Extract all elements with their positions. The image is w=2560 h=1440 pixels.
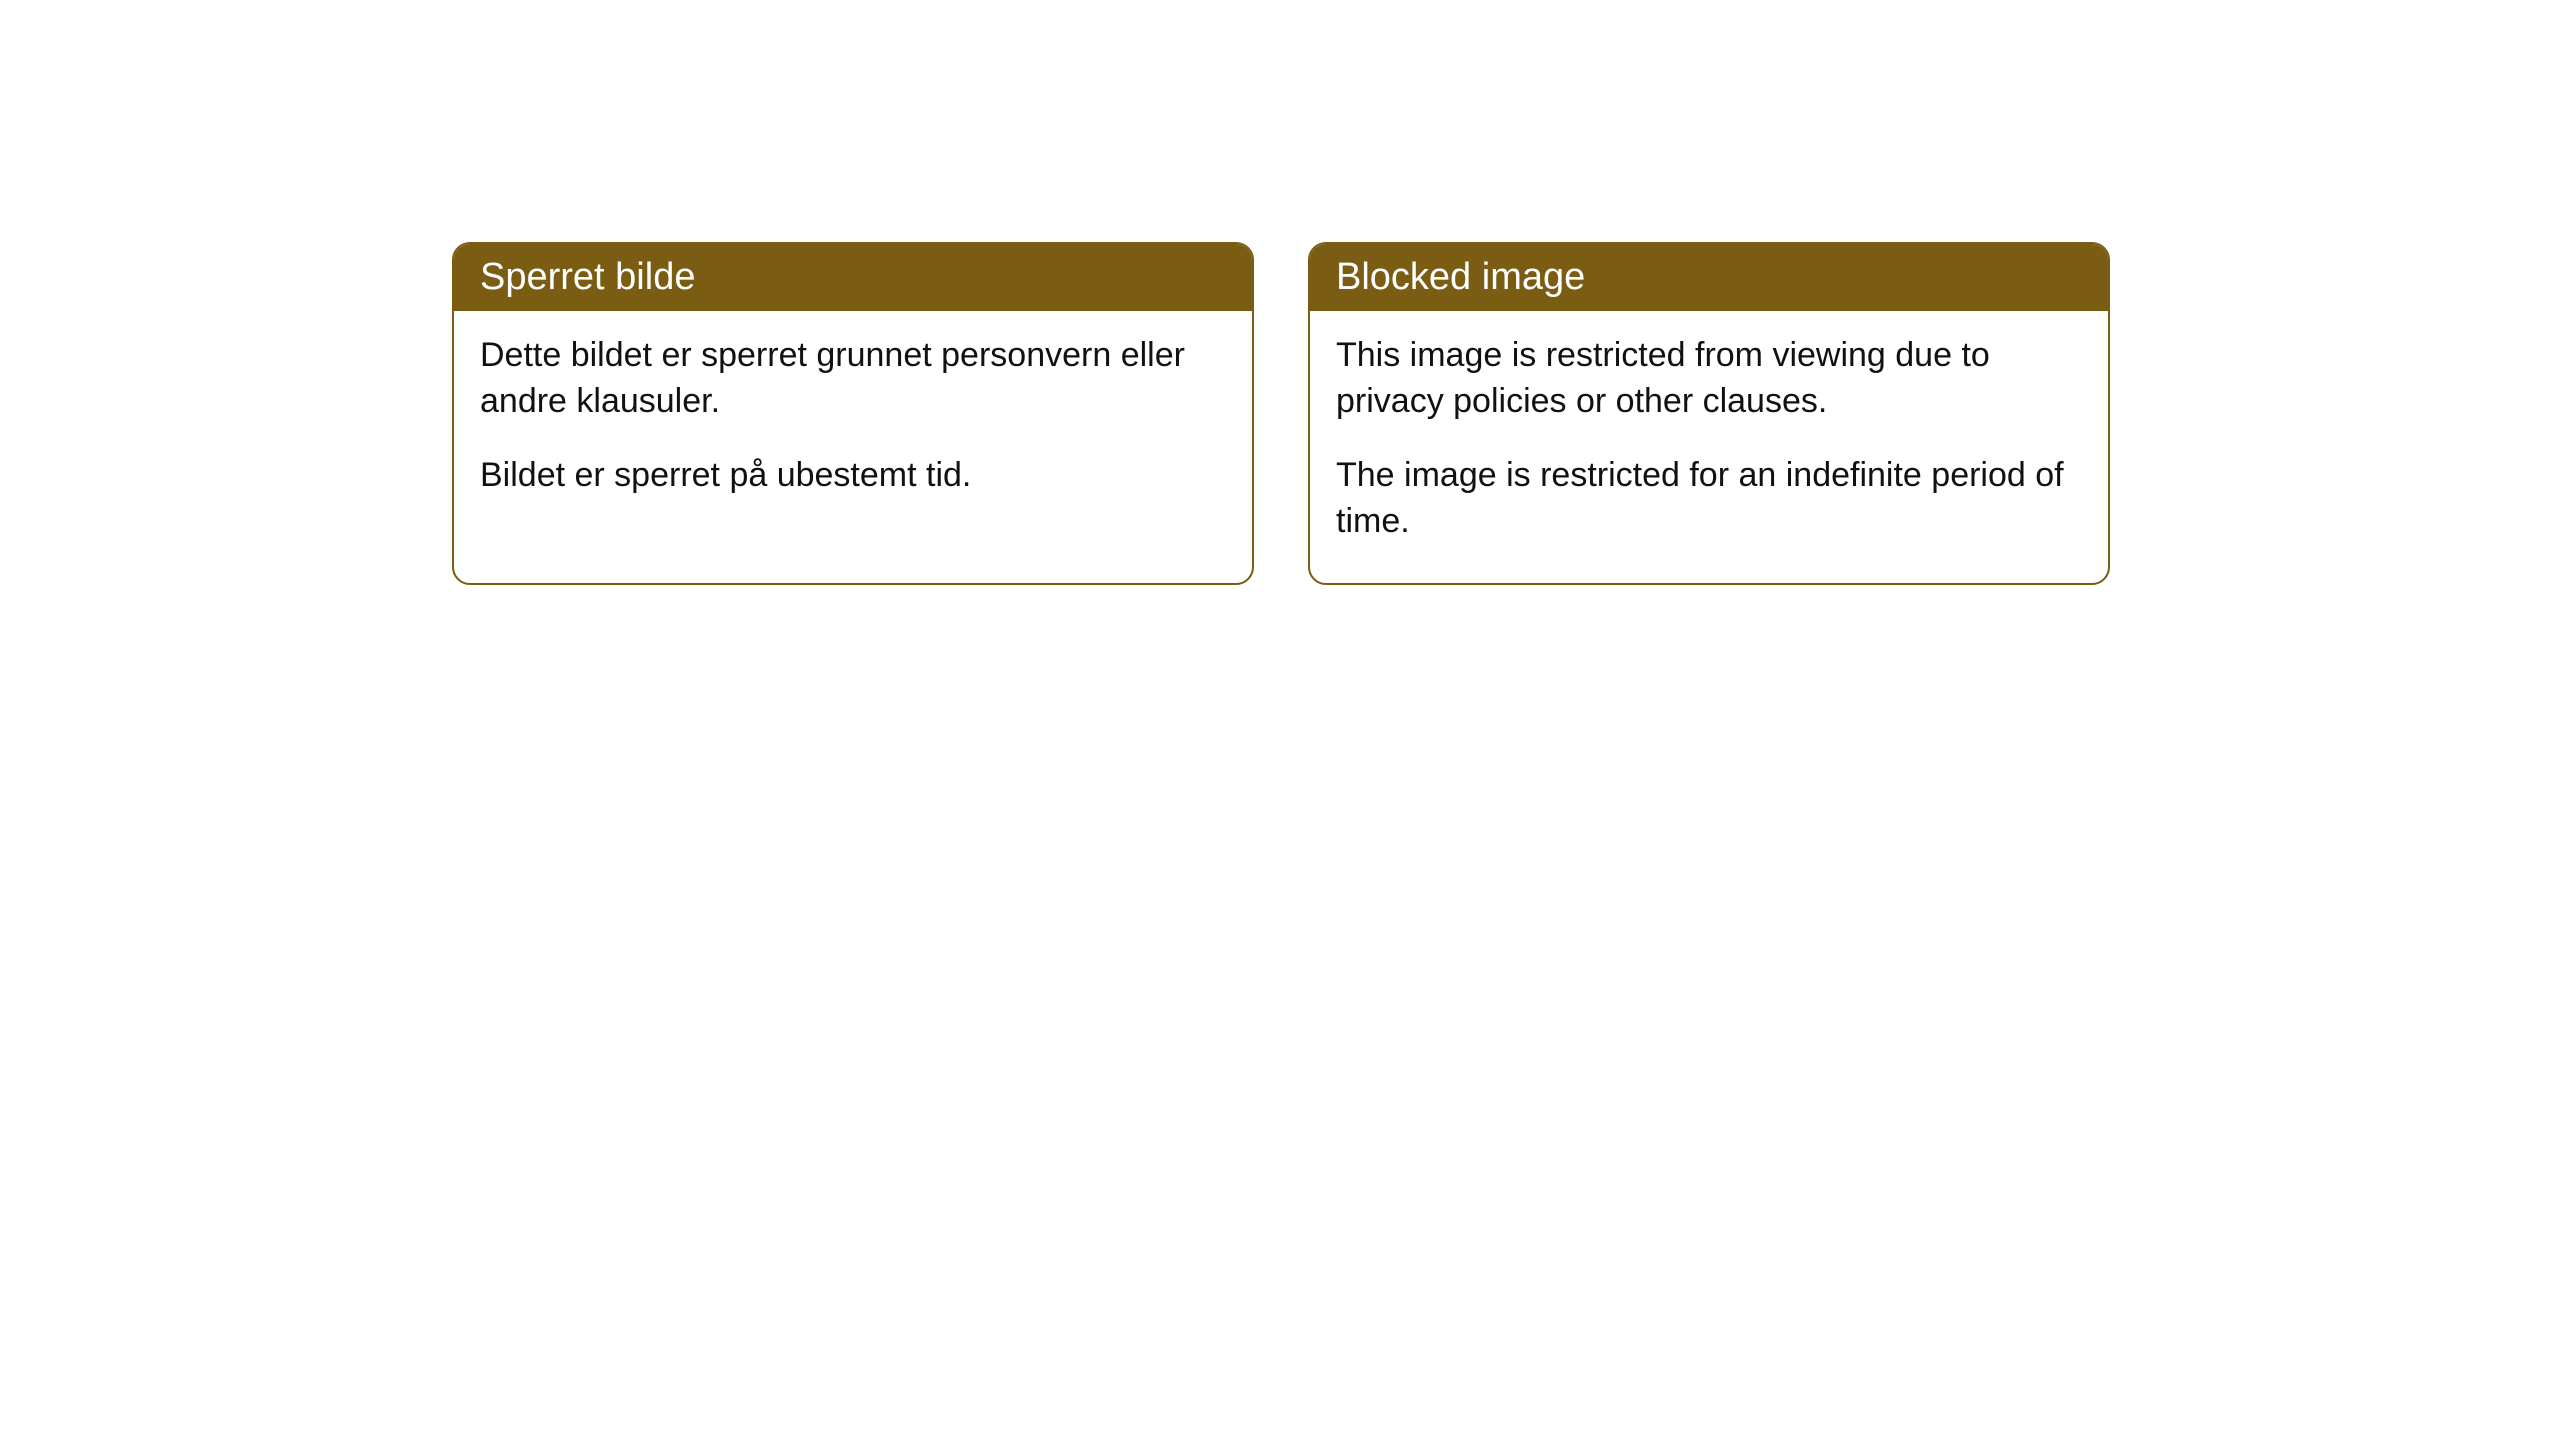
card-body: This image is restricted from viewing du… bbox=[1310, 311, 2108, 583]
card-title: Blocked image bbox=[1310, 244, 2108, 311]
blocked-image-card-en: Blocked image This image is restricted f… bbox=[1308, 242, 2110, 585]
card-body: Dette bildet er sperret grunnet personve… bbox=[454, 311, 1252, 537]
card-paragraph: Bildet er sperret på ubestemt tid. bbox=[480, 453, 1226, 499]
card-paragraph: Dette bildet er sperret grunnet personve… bbox=[480, 333, 1226, 425]
card-title: Sperret bilde bbox=[454, 244, 1252, 311]
card-paragraph: The image is restricted for an indefinit… bbox=[1336, 453, 2082, 545]
blocked-image-card-no: Sperret bilde Dette bildet er sperret gr… bbox=[452, 242, 1254, 585]
notice-cards-container: Sperret bilde Dette bildet er sperret gr… bbox=[452, 242, 2110, 585]
card-paragraph: This image is restricted from viewing du… bbox=[1336, 333, 2082, 425]
